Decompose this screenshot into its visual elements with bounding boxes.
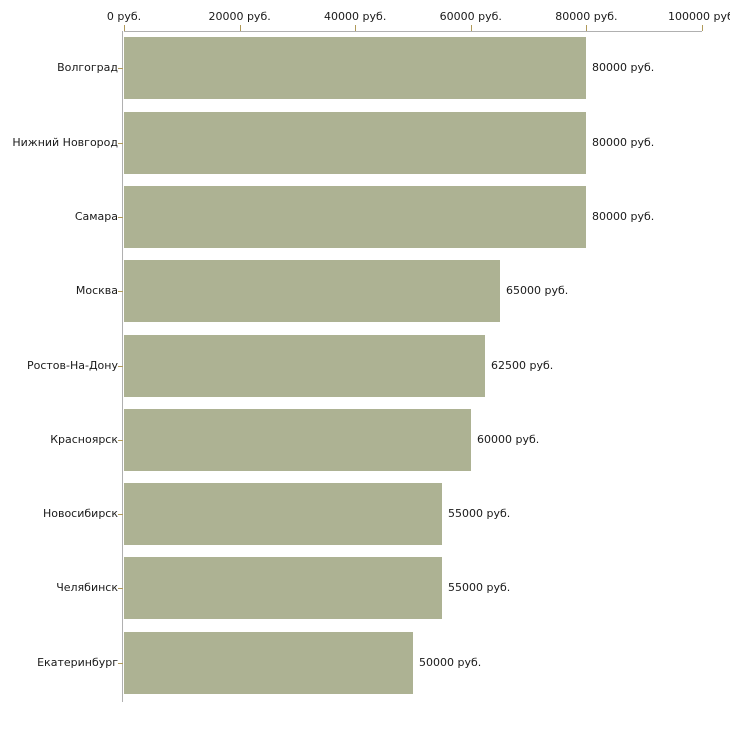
y-axis-tick: [118, 143, 123, 144]
bar-value-label: 65000 руб.: [506, 284, 569, 297]
bar[interactable]: [124, 112, 586, 174]
x-axis-tick-label: 80000 руб.: [555, 10, 618, 23]
x-axis-tick-label: 0 руб.: [106, 10, 142, 23]
y-axis-tick: [118, 588, 123, 589]
x-axis-tick: [586, 25, 588, 31]
x-axis-tick: [124, 25, 125, 31]
bar-value-label: 80000 руб.: [592, 210, 655, 223]
category-label: Нижний Новгород: [12, 136, 118, 149]
x-axis-tick-label: 60000 руб.: [439, 10, 502, 23]
bar-value-label: 80000 руб.: [592, 136, 655, 149]
category-label: Москва: [75, 284, 118, 297]
category-label: Волгоград: [57, 61, 118, 74]
y-axis-tick: [118, 663, 123, 664]
bar-value-label: 55000 руб.: [448, 507, 511, 520]
bar[interactable]: [124, 483, 442, 545]
category-label: Красноярск: [50, 433, 118, 446]
bar-value-label: 50000 руб.: [419, 656, 482, 669]
x-axis-tick: [355, 25, 357, 31]
bar-value-label: 80000 руб.: [592, 61, 655, 74]
bar-value-label: 60000 руб.: [477, 433, 540, 446]
y-axis-tick: [118, 291, 123, 292]
x-axis-line: [124, 31, 702, 32]
category-label: Самара: [74, 210, 118, 223]
x-axis-tick: [239, 25, 241, 31]
bar[interactable]: [124, 260, 500, 322]
x-axis-tick: [702, 25, 703, 31]
x-axis-tick-label: 40000 руб.: [324, 10, 387, 23]
x-axis-tick-label: 100000 руб: [668, 10, 730, 23]
bar[interactable]: [124, 37, 586, 99]
bar-value-label: 55000 руб.: [448, 581, 511, 594]
y-axis-tick: [118, 217, 123, 218]
x-axis-tick: [470, 25, 472, 31]
category-label: Ростов-На-Дону: [26, 359, 118, 372]
bar[interactable]: [124, 409, 471, 471]
y-axis-tick: [118, 514, 123, 515]
y-axis-tick: [118, 366, 123, 367]
bar[interactable]: [124, 557, 442, 619]
bar-value-label: 62500 руб.: [491, 359, 554, 372]
bar[interactable]: [124, 186, 586, 248]
category-label: Екатеринбург: [37, 656, 118, 669]
x-axis-tick-label: 20000 руб.: [208, 10, 271, 23]
category-label: Новосибирск: [42, 507, 118, 520]
bar[interactable]: [124, 632, 413, 694]
category-label: Челябинск: [56, 581, 118, 594]
y-axis-tick: [118, 68, 123, 69]
bar[interactable]: [124, 335, 485, 397]
y-axis-tick: [118, 440, 123, 441]
